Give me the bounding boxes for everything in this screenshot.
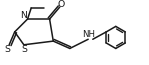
Text: S: S xyxy=(22,45,28,54)
Text: N: N xyxy=(20,11,27,20)
Text: S: S xyxy=(4,45,10,54)
Text: O: O xyxy=(58,0,65,9)
Text: NH: NH xyxy=(83,30,96,39)
